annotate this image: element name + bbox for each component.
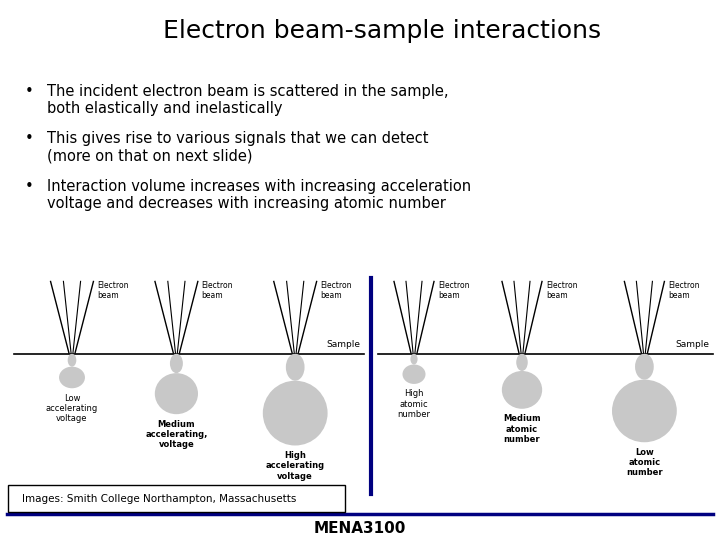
Text: High
accelerating
voltage: High accelerating voltage [266,451,325,481]
Text: High
atomic
number: High atomic number [397,389,431,419]
Ellipse shape [286,354,305,381]
Text: Electron
beam: Electron beam [97,281,129,300]
Text: Low
atomic
number: Low atomic number [626,448,662,477]
Ellipse shape [263,381,328,446]
Text: •: • [25,179,34,194]
Ellipse shape [502,371,542,409]
Text: Sample: Sample [326,340,360,349]
Ellipse shape [68,354,76,367]
Text: Electron
beam: Electron beam [202,281,233,300]
Ellipse shape [635,354,654,380]
Text: Electron
beam: Electron beam [320,281,352,300]
Text: MENA3100: MENA3100 [314,521,406,536]
Text: •: • [25,131,34,146]
Text: Low
accelerating
voltage: Low accelerating voltage [46,394,98,423]
FancyBboxPatch shape [8,485,345,512]
Text: Medium
atomic
number: Medium atomic number [503,414,541,444]
Ellipse shape [170,354,183,373]
Ellipse shape [612,380,677,442]
Text: Sample: Sample [675,340,709,349]
Text: Images: Smith College Northampton, Massachusetts: Images: Smith College Northampton, Massa… [22,494,296,504]
Text: This gives rise to various signals that we can detect
(more on that on next slid: This gives rise to various signals that … [47,131,428,164]
Ellipse shape [402,364,426,384]
Text: Electron
beam: Electron beam [668,281,700,300]
Text: Electron
beam: Electron beam [438,281,469,300]
Text: The incident electron beam is scattered in the sample,
both elastically and inel: The incident electron beam is scattered … [47,84,449,116]
Text: Electron
beam: Electron beam [546,281,577,300]
Text: •: • [25,84,34,99]
Ellipse shape [410,354,418,364]
Ellipse shape [59,367,85,388]
Ellipse shape [516,354,528,371]
Text: Electron beam-sample interactions: Electron beam-sample interactions [163,19,600,43]
Ellipse shape [155,373,198,414]
Text: Medium
accelerating,
voltage: Medium accelerating, voltage [145,420,207,449]
Text: Interaction volume increases with increasing acceleration
voltage and decreases : Interaction volume increases with increa… [47,179,471,211]
